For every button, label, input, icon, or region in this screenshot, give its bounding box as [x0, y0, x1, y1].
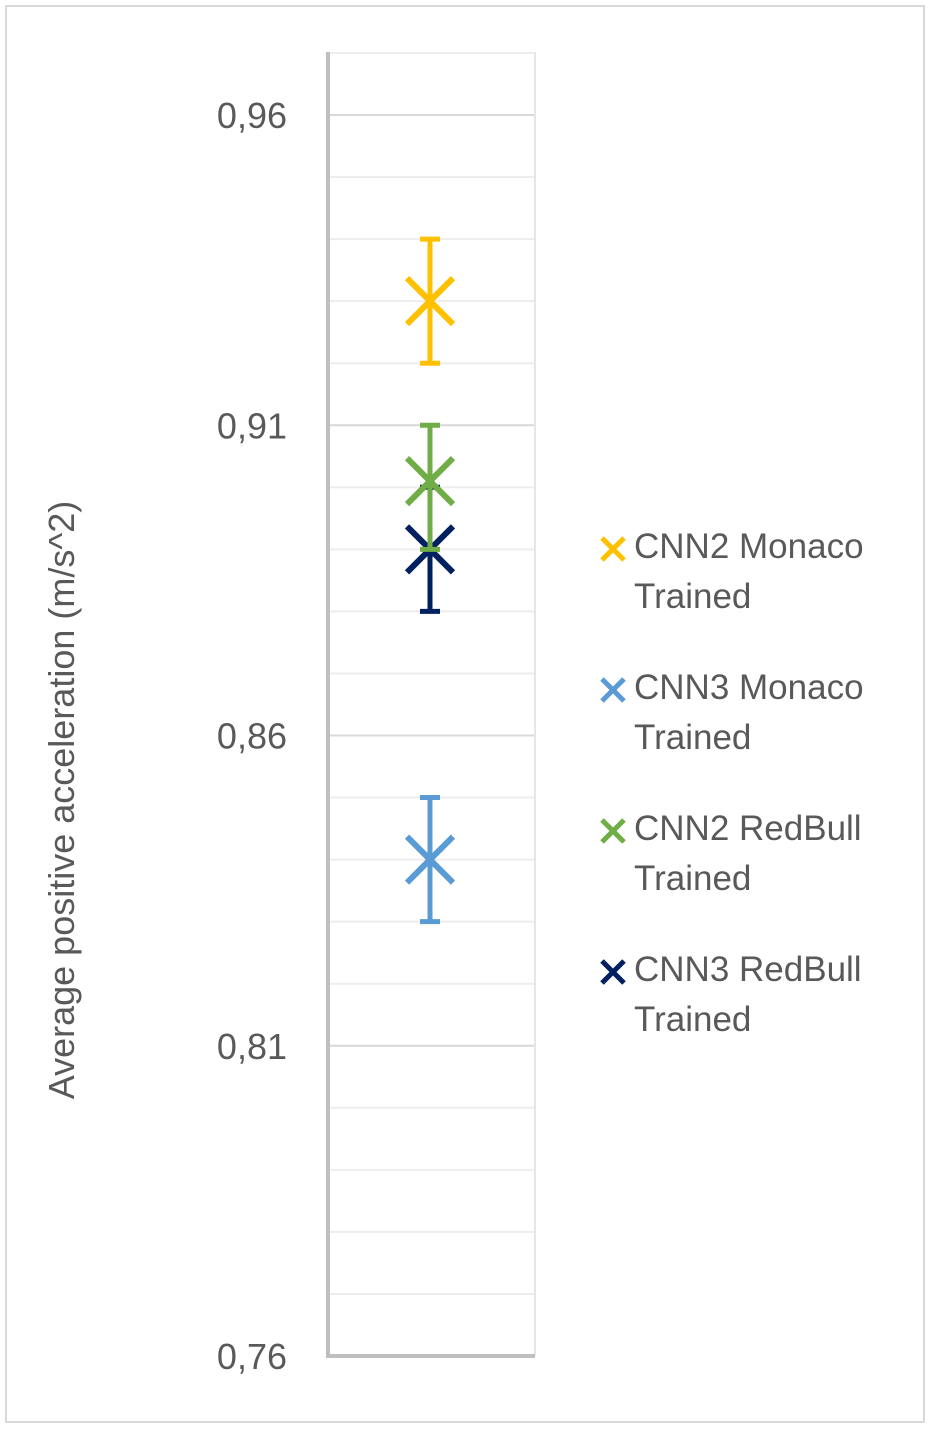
- y-tick-label: 0,81: [217, 1026, 287, 1067]
- legend-label-line1: CNN2 Monaco: [634, 527, 864, 566]
- axes: [326, 52, 536, 1358]
- series-cnn3-monaco-trained: [404, 795, 456, 925]
- legend-label-line1: CNN3 RedBull: [634, 950, 862, 989]
- data-series: [404, 236, 456, 925]
- legend-label-line1: CNN2 RedBull: [634, 809, 862, 848]
- legend-label-line1: CNN3 Monaco: [634, 668, 864, 707]
- y-tick-label: 0,76: [217, 1336, 287, 1377]
- legend-item-cnn3-monaco: CNN3 Monaco Trained: [598, 663, 918, 804]
- y-tick-labels: 0,96 0,91 0,86 0,81 0,76: [217, 95, 287, 1377]
- legend-label-line2: Trained: [634, 859, 752, 898]
- data-point-marker: [404, 276, 456, 327]
- legend-label-line2: Trained: [634, 718, 752, 757]
- legend: CNN2 Monaco Trained CNN3 Monaco Trained …: [598, 522, 918, 1086]
- legend-item-cnn2-monaco: CNN2 Monaco Trained: [598, 522, 918, 663]
- y-axis-title: Average positive acceleration (m/s^2): [41, 501, 82, 1100]
- legend-item-cnn2-redbull: CNN2 RedBull Trained: [598, 804, 918, 945]
- x-marker-icon: [600, 959, 626, 985]
- series-cnn2-monaco-trained: [404, 236, 456, 366]
- legend-label-line2: Trained: [634, 577, 752, 616]
- y-tick-label: 0,86: [217, 716, 287, 757]
- legend-label-line2: Trained: [634, 1000, 752, 1039]
- y-tick-label: 0,91: [217, 405, 287, 446]
- y-tick-label: 0,96: [217, 95, 287, 136]
- legend-item-cnn3-redbull: CNN3 RedBull Trained: [598, 945, 918, 1086]
- x-marker-icon: [600, 536, 626, 562]
- data-point-marker: [404, 834, 456, 885]
- data-point-marker: [404, 455, 456, 507]
- chart-frame: [5, 5, 925, 1423]
- x-marker-icon: [600, 818, 626, 844]
- series-cnn2-redbull-trained: [404, 422, 456, 552]
- x-marker-icon: [600, 677, 626, 703]
- gridlines: [328, 51, 535, 1295]
